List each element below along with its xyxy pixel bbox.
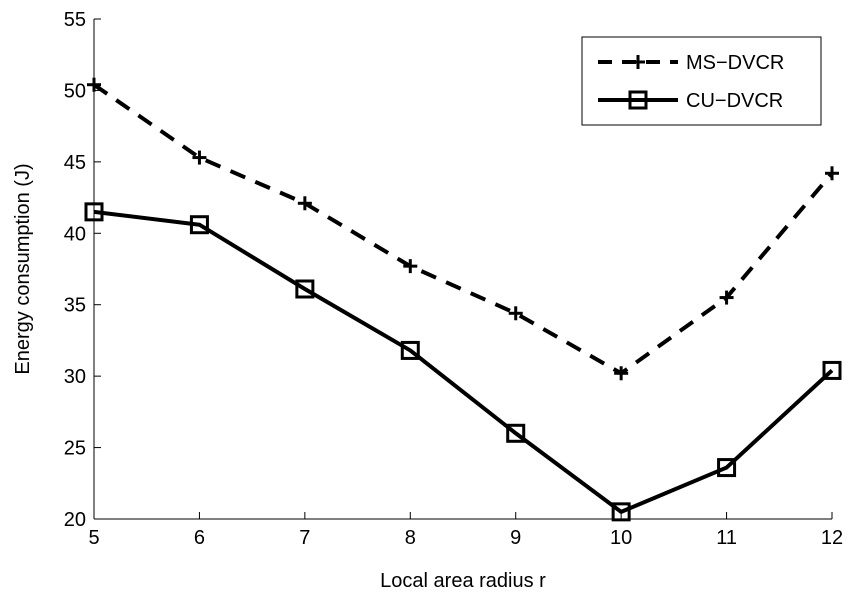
square-marker	[628, 90, 648, 110]
plus-marker	[631, 55, 645, 69]
square-marker	[717, 458, 737, 478]
square-marker	[189, 215, 209, 235]
square-marker	[295, 279, 315, 299]
series-line	[92, 83, 834, 376]
legend-item: MS−DVCR	[598, 52, 784, 74]
series-layer	[84, 77, 842, 522]
x-tick-label: 7	[299, 527, 310, 549]
square-marker	[822, 360, 842, 380]
plus-marker	[87, 77, 101, 92]
legend-box	[581, 36, 822, 126]
x-tick-label: 12	[821, 527, 843, 549]
plus-marker	[192, 150, 207, 165]
legend-label: MS−DVCR	[686, 52, 784, 74]
axes: 5 6 7 8 9 10 11 12 20 25 30 35 40 45 50 55	[64, 9, 843, 549]
y-tick-label: 45	[64, 152, 86, 174]
y-tick-label: 30	[64, 366, 86, 388]
y-tick-label: 25	[64, 438, 86, 460]
plus-marker	[508, 306, 523, 321]
series-ms-dvcr	[87, 77, 839, 381]
legend-label: CU−DVCR	[686, 90, 783, 112]
x-tick-label: 9	[510, 527, 521, 549]
x-axis-title: Local area radius r	[380, 570, 546, 592]
y-tick-label: 35	[64, 295, 86, 317]
square-marker	[84, 202, 104, 222]
square-marker	[506, 423, 526, 443]
square-marker	[400, 340, 420, 360]
y-tick-label: 20	[64, 509, 86, 531]
plus-marker	[297, 196, 312, 211]
plus-marker	[614, 366, 629, 381]
legend-item: CU−DVCR	[598, 90, 783, 112]
y-tick-label: 40	[64, 223, 86, 245]
series-line	[93, 209, 834, 514]
y-tick-label: 55	[64, 9, 86, 31]
square-marker	[611, 502, 631, 522]
plus-marker	[719, 290, 734, 305]
x-tick-label: 6	[194, 527, 205, 549]
y-axis-title: Energy consumption (J)	[12, 163, 34, 374]
x-tick-label: 5	[88, 527, 99, 549]
legend: MS−DVCR CU−DVCR	[581, 36, 822, 126]
series-cu-dvcr	[84, 202, 842, 522]
plus-marker	[403, 259, 418, 274]
y-tick-label: 50	[64, 80, 86, 102]
x-tick-label: 8	[405, 527, 416, 549]
x-tick-label: 11	[716, 527, 737, 549]
plus-marker	[825, 166, 839, 181]
x-tick-label: 10	[610, 527, 632, 549]
